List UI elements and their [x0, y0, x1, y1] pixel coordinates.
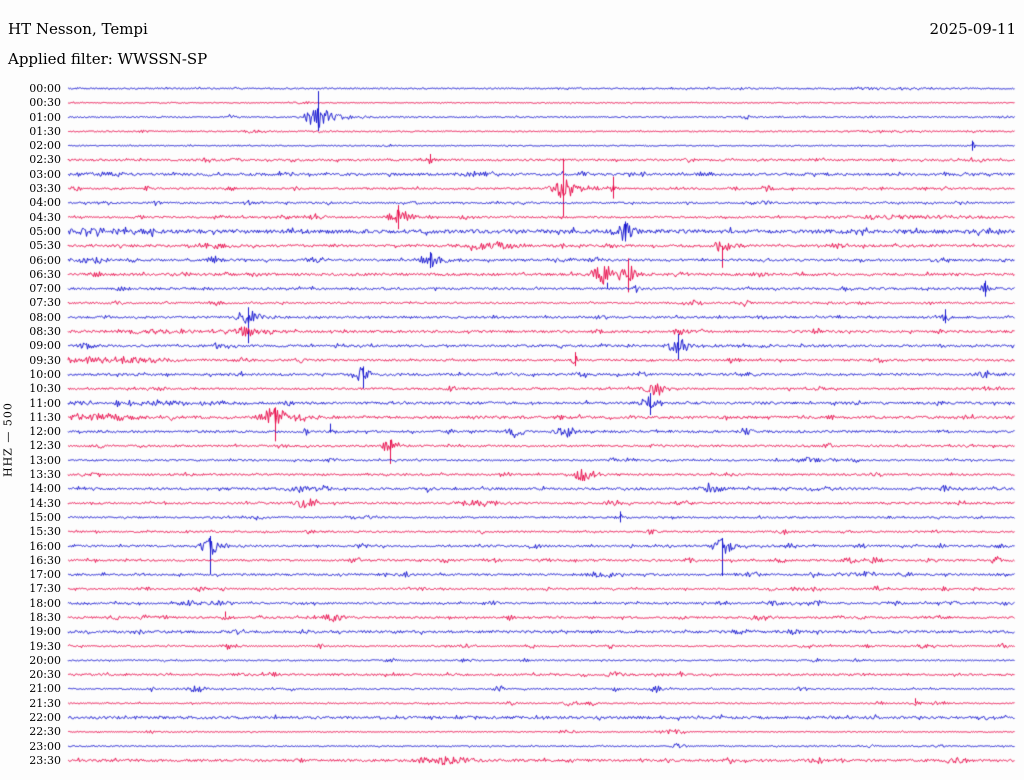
helicorder-view: HT Nesson, Tempi 2025-09-11 Applied filt…: [0, 0, 1024, 780]
helicorder-canvas: [0, 0, 1024, 780]
